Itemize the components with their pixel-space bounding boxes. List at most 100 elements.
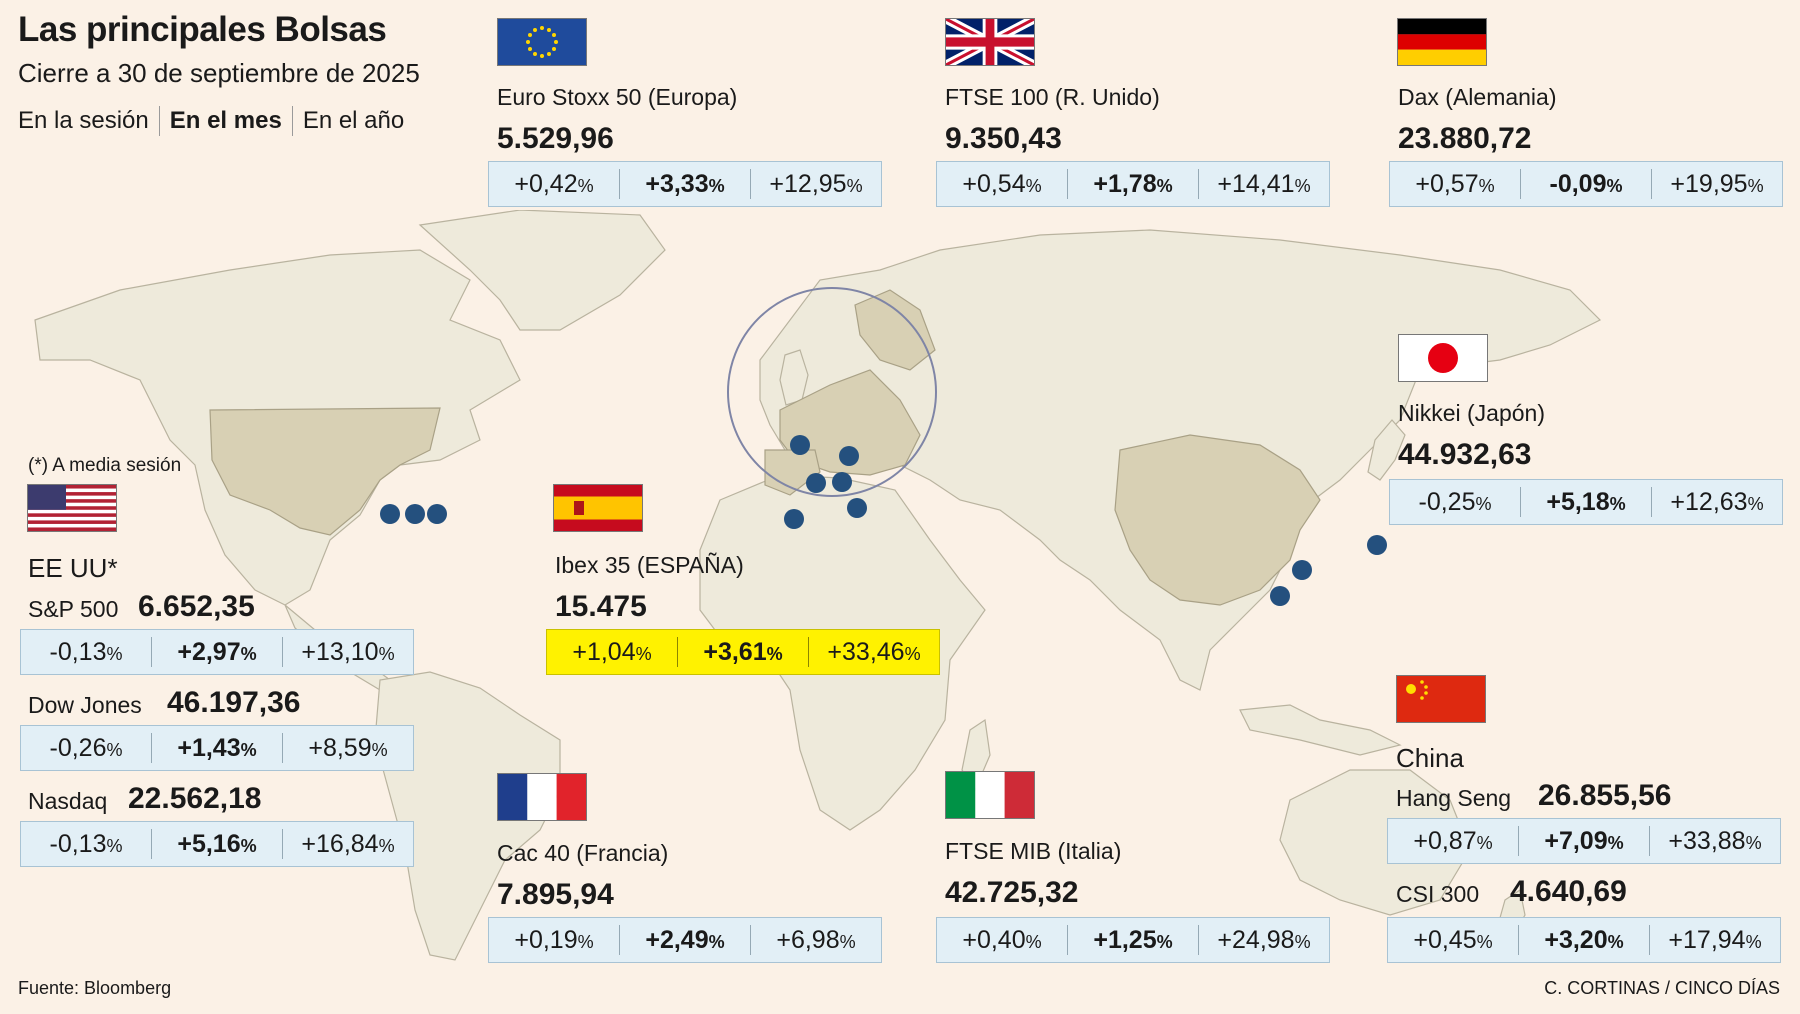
session-change: +0,40% — [962, 925, 1042, 954]
market-name: Hang Seng — [1396, 785, 1512, 811]
month-change: +2,97% — [151, 637, 282, 667]
session-change: +1,04% — [572, 637, 652, 666]
japan-flag — [1398, 334, 1488, 382]
tab-session[interactable]: En la sesión — [18, 107, 149, 134]
session-change: -0,13% — [49, 829, 123, 858]
market-name: Ibex 35 (ESPAÑA) — [555, 552, 744, 578]
market-name: S&P 500 — [28, 596, 119, 622]
hongkong-marker — [1270, 586, 1290, 606]
china-shape — [1114, 434, 1321, 606]
month-change: +5,16% — [151, 829, 282, 859]
session-change: +0,45% — [1413, 925, 1493, 954]
scandinavia-shape — [854, 289, 936, 371]
session-change: -0,26% — [49, 733, 123, 762]
page-subtitle: Cierre a 30 de septiembre de 2025 — [18, 58, 420, 88]
session-change: -0,13% — [49, 637, 123, 666]
session-change: +0,57% — [1415, 169, 1495, 198]
japan-shape — [1367, 419, 1406, 481]
month-change: +3,61% — [677, 637, 808, 667]
change-box: +0,87% +7,09% +33,88% — [1387, 818, 1781, 864]
tab-divider — [291, 106, 293, 136]
nasdaq-marker — [427, 504, 447, 524]
change-box: -0,25% +5,18% +12,63% — [1389, 479, 1783, 525]
exchange-markers — [380, 435, 1387, 606]
market-value: 46.197,36 — [167, 686, 301, 719]
newyork-marker — [405, 504, 425, 524]
page-title: Las principales Bolsas — [18, 10, 387, 49]
year-change: +6,98% — [750, 925, 881, 955]
tab-month[interactable]: En el mes — [169, 107, 282, 134]
market-value: 9.350,43 — [945, 122, 1062, 155]
source-note: Fuente: Bloomberg — [18, 978, 172, 998]
change-box: +0,45% +3,20% +17,94% — [1387, 917, 1781, 963]
session-change: +0,87% — [1413, 826, 1493, 855]
year-change: +19,95% — [1651, 169, 1782, 199]
uk-flag — [945, 18, 1035, 66]
spain-flag — [553, 484, 643, 532]
change-box: -0,26% +1,43% +8,59% — [20, 725, 414, 771]
china-flag — [1396, 675, 1486, 723]
session-change: -0,25% — [1418, 487, 1492, 516]
market-name: FTSE 100 (R. Unido) — [945, 84, 1160, 110]
month-change: +2,49% — [619, 925, 750, 955]
market-value: 23.880,72 — [1398, 122, 1532, 155]
market-name: Nasdaq — [28, 788, 108, 814]
market-name: Euro Stoxx 50 (Europa) — [497, 84, 738, 110]
tokyo-marker — [1367, 535, 1387, 555]
country-usa: EE UU* — [28, 553, 118, 583]
tab-divider — [158, 106, 160, 136]
year-change: +12,95% — [750, 169, 881, 199]
market-value: 15.475 — [555, 590, 647, 623]
year-change: +12,63% — [1651, 487, 1782, 517]
change-box: +0,19% +2,49% +6,98% — [488, 917, 882, 963]
month-change: +5,18% — [1520, 487, 1651, 517]
year-change: +24,98% — [1198, 925, 1329, 955]
market-value: 42.725,32 — [945, 876, 1079, 909]
year-change: +33,46% — [808, 637, 939, 667]
zurich-marker — [832, 472, 852, 492]
indonesia-shape — [1239, 704, 1402, 756]
shanghai-marker — [1292, 560, 1312, 580]
paris-marker — [806, 473, 826, 493]
chicago-marker — [380, 504, 400, 524]
month-change: +1,78% — [1067, 169, 1198, 199]
change-box: +0,54% +1,78% +14,41% — [936, 161, 1330, 207]
eu-flag — [497, 18, 587, 66]
tab-year[interactable]: En el año — [302, 107, 405, 134]
month-change: +3,33% — [619, 169, 750, 199]
milan-marker — [847, 498, 867, 518]
market-value: 26.855,56 — [1538, 779, 1672, 812]
change-box: +0,42% +3,33% +12,95% — [488, 161, 882, 207]
month-change: +1,25% — [1067, 925, 1198, 955]
year-change: +13,10% — [282, 637, 413, 667]
credit-note: C. CORTINAS / CINCO DÍAS — [1544, 978, 1780, 998]
italy-flag — [945, 771, 1035, 819]
year-change: +33,88% — [1649, 826, 1780, 856]
market-name: FTSE MIB (Italia) — [945, 838, 1122, 864]
usa-shape — [209, 407, 441, 536]
market-value: 6.652,35 — [138, 590, 255, 623]
year-change: +17,94% — [1649, 925, 1780, 955]
market-value: 7.895,94 — [497, 878, 614, 911]
frankfurt-marker — [839, 446, 859, 466]
session-change: +0,19% — [514, 925, 594, 954]
month-change: -0,09% — [1520, 169, 1651, 199]
period-tabs: En la sesión En el mes En el año — [18, 106, 414, 136]
market-name: Cac 40 (Francia) — [497, 840, 669, 866]
note-half-session: (*) A media sesión — [28, 455, 182, 476]
year-change: +8,59% — [282, 733, 413, 763]
market-name: Dow Jones — [28, 692, 142, 718]
australia-shape — [1279, 769, 1471, 916]
france-flag — [497, 773, 587, 821]
month-change: +3,20% — [1518, 925, 1649, 955]
market-value: 44.932,63 — [1398, 438, 1532, 471]
market-name: Nikkei (Japón) — [1398, 400, 1545, 426]
session-change: +0,54% — [962, 169, 1042, 198]
germany-flag — [1397, 18, 1487, 66]
change-box: +0,57% -0,09% +19,95% — [1389, 161, 1783, 207]
europe-zoom-circle — [727, 287, 937, 497]
month-change: +7,09% — [1518, 826, 1649, 856]
madrid-marker — [784, 509, 804, 529]
london-marker — [790, 435, 810, 455]
change-box: -0,13% +5,16% +16,84% — [20, 821, 414, 867]
